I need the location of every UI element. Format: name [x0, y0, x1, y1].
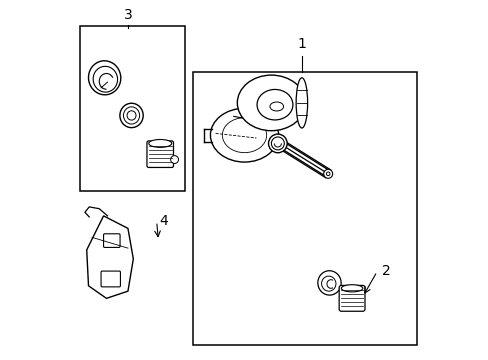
Polygon shape: [86, 216, 133, 298]
Ellipse shape: [237, 75, 305, 131]
Text: 3: 3: [123, 8, 132, 22]
Ellipse shape: [88, 61, 121, 95]
Ellipse shape: [268, 134, 286, 153]
Ellipse shape: [321, 276, 335, 291]
FancyBboxPatch shape: [103, 234, 120, 247]
Ellipse shape: [341, 285, 362, 292]
FancyBboxPatch shape: [339, 285, 364, 311]
Ellipse shape: [296, 78, 307, 128]
Text: 4: 4: [159, 214, 168, 228]
Ellipse shape: [148, 139, 171, 147]
Ellipse shape: [123, 107, 139, 124]
Ellipse shape: [257, 89, 292, 120]
Ellipse shape: [326, 172, 329, 176]
Ellipse shape: [93, 66, 117, 92]
Ellipse shape: [120, 103, 143, 128]
Text: 1: 1: [297, 37, 305, 51]
FancyBboxPatch shape: [147, 141, 173, 167]
FancyBboxPatch shape: [101, 271, 120, 287]
Bar: [80, 26, 185, 191]
Ellipse shape: [210, 108, 278, 162]
Ellipse shape: [127, 111, 136, 120]
Ellipse shape: [323, 169, 332, 178]
Ellipse shape: [170, 156, 178, 163]
Text: 2: 2: [381, 265, 390, 278]
Ellipse shape: [317, 271, 341, 295]
Bar: [192, 72, 416, 345]
Ellipse shape: [269, 102, 283, 111]
Ellipse shape: [271, 137, 284, 150]
